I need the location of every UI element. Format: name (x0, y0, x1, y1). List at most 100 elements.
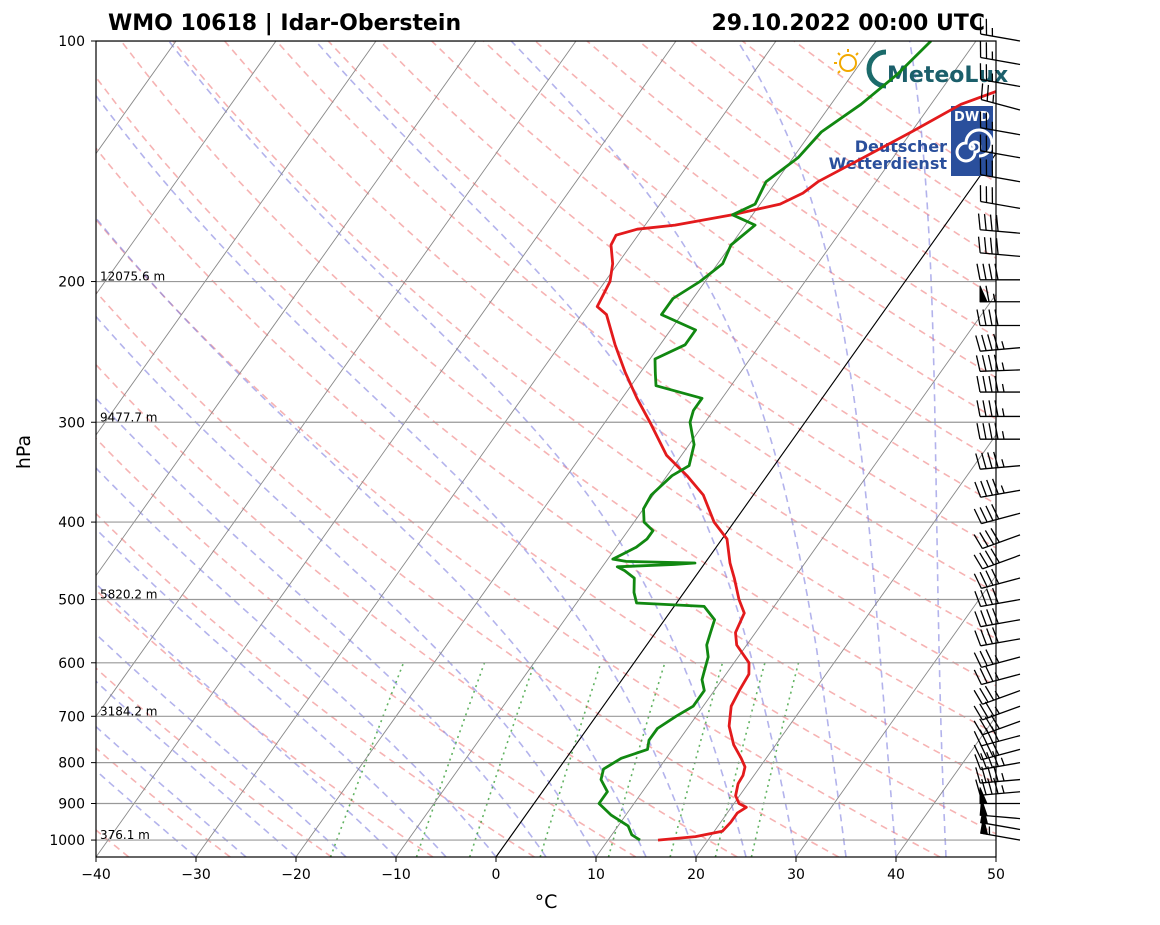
height-label: 9477.7 m (100, 410, 158, 424)
wind-barb (974, 608, 1021, 628)
dry-adiabat (534, 41, 996, 379)
wind-barb (976, 423, 1020, 440)
x-tick-label: −10 (381, 867, 411, 883)
dry-adiabat (482, 41, 996, 420)
logo-area: MeteoLux DWD Deutscher Wetterdienst (829, 49, 1008, 176)
mixing-ratio-line (750, 662, 800, 857)
meteolux-wordmark: MeteoLux (887, 63, 1008, 88)
wind-barb (973, 701, 1021, 721)
wind-barb (973, 740, 1021, 761)
height-labels: 12075.6 m 9477.7 m 5820.2 m 3184.2 m 376.1 m (100, 270, 165, 843)
isotherm (195, 41, 777, 857)
wind-barb (980, 817, 1021, 841)
profiles (595, 41, 996, 842)
dry-adiabat (431, 41, 996, 462)
wind-barb (977, 236, 1021, 258)
meteolux-sun-rays-icon (834, 49, 859, 74)
dry-adiabat (96, 147, 996, 835)
wind-barb (975, 451, 1021, 470)
wind-barb (980, 83, 1021, 111)
height-label: 12075.6 m (100, 270, 165, 284)
y-tick-label: 1000 (49, 833, 85, 849)
wind-barb (974, 627, 1021, 647)
isotherm (96, 41, 577, 718)
mixing-ratio-line (669, 662, 724, 857)
dwd-badge-text: DWD (954, 110, 990, 125)
height-label: 5820.2 m (100, 588, 158, 602)
wind-barb (979, 41, 1021, 66)
dry-adiabat (120, 41, 996, 735)
wind-barb (975, 333, 1021, 352)
wind-barb (977, 213, 1021, 234)
wind-barb (973, 504, 1021, 525)
dry-adiabat (96, 512, 535, 857)
zero-isotherm (495, 152, 996, 857)
station-title: WMO 10618 | Idar-Oberstein (108, 11, 461, 36)
height-label: 3184.2 m (100, 704, 158, 718)
wind-barb (979, 63, 1021, 88)
wind-barb (975, 354, 1021, 372)
wind-barb (979, 17, 1021, 42)
moist-adiabat (736, 41, 897, 857)
axes: −40 −30 −20 −10 0 10 20 30 40 50 100 200 300 400 500 60… (49, 34, 1005, 883)
x-tick-label: 40 (887, 867, 905, 883)
mixing-ratio-line (539, 662, 602, 857)
wind-barb (973, 666, 1021, 686)
wind-barb (975, 765, 1021, 784)
moist-adiabat (908, 41, 947, 857)
wind-barb (974, 478, 1021, 498)
mixing-ratio-line (415, 662, 486, 857)
x-tick-label: 10 (587, 867, 605, 883)
x-tick-label: 0 (492, 867, 501, 883)
dry-adiabat (327, 41, 996, 549)
dry-adiabat (223, 41, 996, 640)
y-tick-label: 600 (58, 656, 85, 672)
isotherm (96, 41, 477, 577)
y-tick-label: 700 (58, 709, 85, 725)
x-tick-label: −30 (181, 867, 211, 883)
meteolux-swoosh-icon (866, 49, 887, 89)
y-tick-label: 500 (58, 593, 85, 609)
wind-barb (979, 285, 1020, 303)
isotherm (295, 41, 877, 857)
isotherm (395, 41, 977, 857)
moist-adiabat (96, 582, 397, 857)
wind-barb (979, 185, 1021, 210)
dry-adiabat (96, 290, 839, 857)
isotherm (795, 574, 996, 857)
wind-barb (976, 400, 1020, 418)
moist-adiabat (96, 633, 347, 857)
zero-isotherm-line (495, 152, 996, 857)
isotherm (96, 41, 677, 857)
moist-adiabat (96, 466, 497, 857)
dry-adiabat (96, 76, 996, 785)
moist-adiabat (96, 94, 697, 857)
y-tick-label: 100 (58, 34, 85, 50)
y-tick-label: 900 (58, 797, 85, 813)
wind-barb (974, 750, 1021, 771)
moist-adiabat (510, 41, 847, 857)
wind-barb (979, 787, 1020, 805)
moist-adiabat (96, 680, 297, 857)
wind-barb (973, 649, 1021, 668)
wind-barb (976, 375, 1020, 393)
moist-adiabat (315, 41, 797, 857)
wind-barb (973, 568, 1021, 590)
moist-adiabat (96, 725, 247, 857)
wind-barbs (973, 17, 1021, 841)
dewpoint-profile (597, 41, 932, 842)
x-tick-label: 50 (987, 867, 1005, 883)
x-tick-label: 20 (687, 867, 705, 883)
dwd-spiral-icon (955, 128, 994, 163)
wind-barb (976, 309, 1020, 327)
isotherm (96, 41, 277, 296)
x-axis-label: °C (535, 891, 558, 913)
dry-adiabat (96, 589, 434, 857)
meteolux-sun-icon (839, 54, 857, 72)
isotherm (96, 41, 377, 436)
mixing-ratio-line (329, 662, 405, 857)
moist-adiabat (96, 769, 197, 857)
datetime-title: 29.10.2022 00:00 UTC (711, 11, 985, 36)
moist-adiabat (168, 41, 747, 857)
